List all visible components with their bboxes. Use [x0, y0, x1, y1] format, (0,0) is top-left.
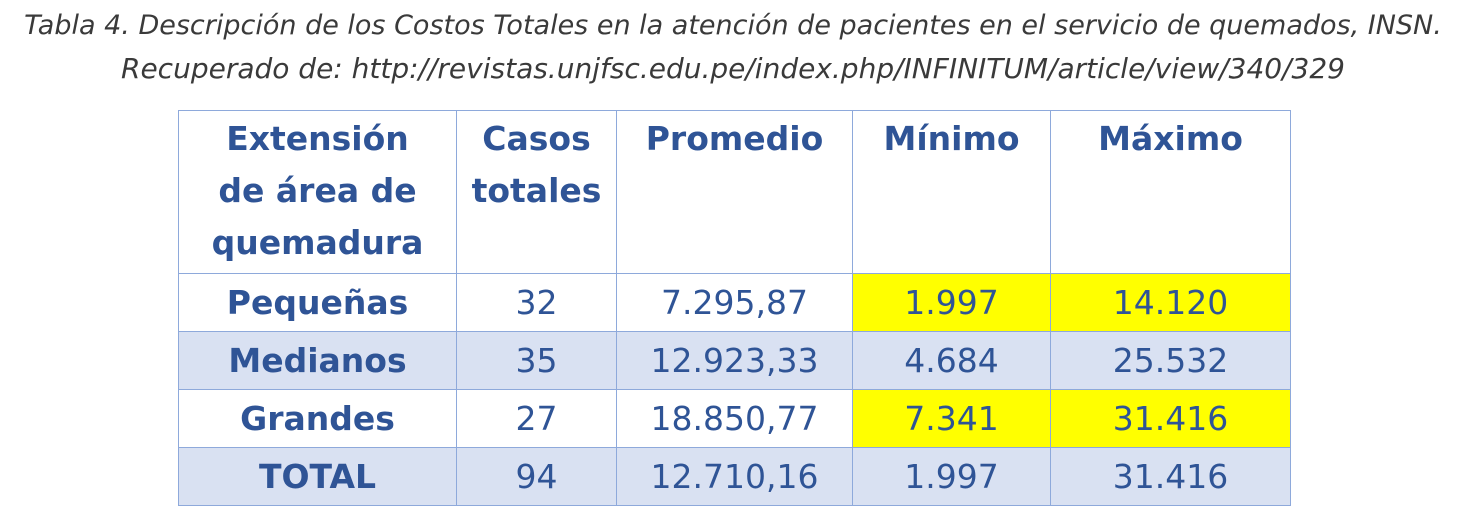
cell-minimo: 7.341 [852, 389, 1051, 448]
cell-promedio: 7.295,87 [616, 273, 853, 332]
cell-maximo: 31.416 [1050, 389, 1291, 448]
table-row: Medianos 35 12.923,33 4.684 25.532 [178, 331, 1291, 390]
header-promedio: Promedio [616, 110, 853, 274]
row-label: Pequeñas [178, 273, 457, 332]
row-label: Medianos [178, 331, 457, 390]
cell-minimo: 1.997 [852, 273, 1051, 332]
cell-casos: 94 [456, 447, 617, 506]
costs-table: Extensión de área de quemadura Casos tot… [178, 110, 1291, 506]
row-label: Grandes [178, 389, 457, 448]
cell-promedio: 12.923,33 [616, 331, 853, 390]
cell-minimo: 4.684 [852, 331, 1051, 390]
cell-promedio: 12.710,16 [616, 447, 853, 506]
cell-casos: 35 [456, 331, 617, 390]
cell-maximo: 31.416 [1050, 447, 1291, 506]
table-row: Pequeñas 32 7.295,87 1.997 14.120 [178, 273, 1291, 332]
table-caption-title: Tabla 4. Descripción de los Costos Total… [24, 10, 1442, 41]
table-caption-source: Recuperado de: http://revistas.unjfsc.ed… [121, 52, 1345, 85]
cell-maximo: 25.532 [1050, 331, 1291, 390]
header-casos: Casos totales [456, 110, 617, 274]
row-label: TOTAL [178, 447, 457, 506]
cell-minimo: 1.997 [852, 447, 1051, 506]
cell-maximo: 14.120 [1050, 273, 1291, 332]
header-maximo: Máximo [1050, 110, 1291, 274]
table-row-total: TOTAL 94 12.710,16 1.997 31.416 [178, 447, 1291, 506]
table-row: Grandes 27 18.850,77 7.341 31.416 [178, 389, 1291, 448]
cell-promedio: 18.850,77 [616, 389, 853, 448]
table-header-row: Extensión de área de quemadura Casos tot… [178, 110, 1291, 274]
header-minimo: Mínimo [852, 110, 1051, 274]
cell-casos: 27 [456, 389, 617, 448]
header-extension: Extensión de área de quemadura [178, 110, 457, 274]
cell-casos: 32 [456, 273, 617, 332]
